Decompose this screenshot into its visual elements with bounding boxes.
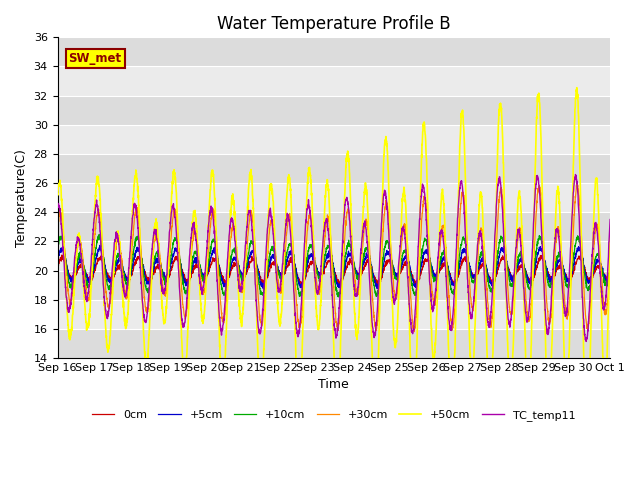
Bar: [58, 212, 610, 241]
X-axis label: Time: Time: [319, 378, 349, 391]
+5cm: [596, 260, 604, 265]
Title: Water Temperature Profile B: Water Temperature Profile B: [217, 15, 451, 33]
0cm: [536, 255, 544, 261]
Line: +50cm: +50cm: [58, 88, 610, 428]
+10cm: [266, 253, 273, 259]
+10cm: [536, 234, 544, 240]
TC_temp11: [289, 279, 297, 285]
TC_temp11: [266, 207, 273, 213]
+50cm: [289, 264, 297, 270]
0cm: [58, 252, 66, 258]
+10cm: [290, 254, 298, 260]
+30cm: [266, 228, 273, 234]
0cm: [375, 283, 383, 288]
0cm: [290, 261, 298, 266]
+50cm: [150, 242, 157, 248]
Bar: [58, 271, 610, 300]
0cm: [596, 263, 604, 268]
+5cm: [54, 255, 61, 261]
TC_temp11: [54, 201, 61, 207]
+50cm: [116, 257, 124, 263]
+30cm: [54, 222, 61, 228]
+10cm: [117, 258, 125, 264]
0cm: [150, 271, 157, 277]
+5cm: [536, 247, 544, 252]
+10cm: [596, 257, 604, 263]
TC_temp11: [536, 191, 543, 197]
Legend: 0cm, +5cm, +10cm, +30cm, +50cm, TC_temp11: 0cm, +5cm, +10cm, +30cm, +50cm, TC_temp1…: [88, 405, 580, 425]
+50cm: [583, 425, 591, 431]
+50cm: [596, 244, 604, 250]
Bar: [58, 183, 610, 212]
0cm: [266, 269, 273, 275]
+5cm: [606, 269, 614, 275]
+10cm: [54, 244, 61, 250]
+10cm: [150, 261, 157, 266]
+10cm: [335, 294, 342, 300]
Bar: [58, 241, 610, 271]
+5cm: [290, 257, 298, 263]
TC_temp11: [596, 260, 604, 265]
Line: +30cm: +30cm: [58, 184, 610, 332]
+5cm: [96, 242, 104, 248]
TC_temp11: [606, 216, 614, 222]
Line: +10cm: +10cm: [58, 235, 610, 297]
+30cm: [606, 256, 614, 262]
+30cm: [116, 247, 124, 253]
+5cm: [266, 262, 274, 267]
TC_temp11: [116, 257, 124, 263]
+30cm: [596, 242, 604, 248]
+5cm: [259, 286, 267, 292]
Bar: [58, 37, 610, 67]
+30cm: [150, 248, 157, 254]
Y-axis label: Temperature(C): Temperature(C): [15, 149, 28, 247]
0cm: [117, 265, 125, 271]
+50cm: [536, 101, 543, 107]
Bar: [58, 67, 610, 96]
+10cm: [95, 232, 103, 238]
Bar: [58, 96, 610, 125]
+30cm: [536, 186, 544, 192]
TC_temp11: [582, 338, 590, 344]
0cm: [54, 263, 61, 268]
Bar: [58, 300, 610, 329]
Line: +5cm: +5cm: [58, 245, 610, 289]
TC_temp11: [150, 235, 157, 240]
+5cm: [117, 260, 125, 265]
+10cm: [606, 265, 614, 271]
+30cm: [573, 181, 581, 187]
+50cm: [573, 85, 580, 91]
Text: SW_met: SW_met: [68, 52, 122, 65]
TC_temp11: [572, 172, 579, 178]
+30cm: [289, 246, 297, 252]
Line: 0cm: 0cm: [58, 255, 610, 286]
+5cm: [150, 265, 157, 271]
Bar: [58, 329, 610, 358]
+50cm: [606, 228, 614, 234]
0cm: [606, 272, 614, 278]
+50cm: [266, 192, 273, 198]
+30cm: [410, 329, 418, 335]
Line: TC_temp11: TC_temp11: [58, 175, 610, 341]
+50cm: [54, 192, 61, 198]
Bar: [58, 154, 610, 183]
Bar: [58, 125, 610, 154]
